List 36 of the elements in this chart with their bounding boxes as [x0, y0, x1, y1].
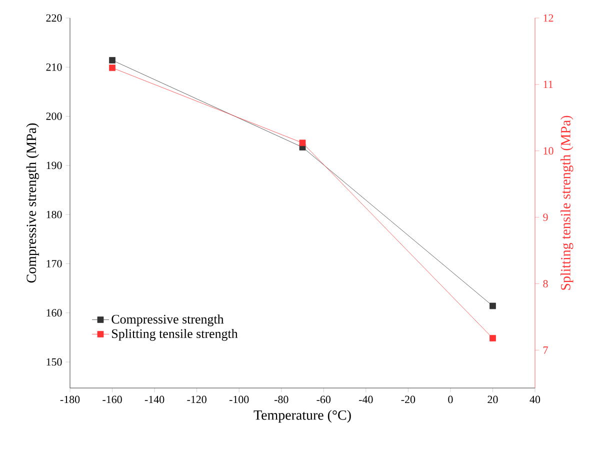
- y2-tick-label: 10: [544, 147, 554, 155]
- y2-tick-label: 7: [543, 346, 548, 354]
- y-tick-label: 160: [46, 309, 62, 317]
- x-tick-label: 20: [488, 396, 498, 404]
- point: [299, 140, 306, 146]
- point: [490, 302, 496, 310]
- y2-tick-label: 12: [544, 14, 554, 22]
- x-tick-label: -80: [274, 396, 288, 404]
- legend-label: Splitting tensile strength: [112, 328, 238, 341]
- y-tick-label: 220: [46, 14, 62, 22]
- x-tick-label: -100: [229, 396, 249, 404]
- x-tick-label: 0: [448, 396, 453, 404]
- x-tick-label: -180: [60, 396, 80, 404]
- x-tick-label: -20: [401, 396, 416, 404]
- x-axis-title: Temperature (°C): [254, 410, 351, 423]
- y-tick-label: 180: [46, 210, 62, 218]
- x-tick-label: -160: [102, 396, 122, 404]
- y-tick-label: 210: [46, 63, 62, 71]
- y-tick-label: 170: [46, 260, 62, 268]
- y2-tick-label: 11: [544, 80, 553, 88]
- legend-label: Compressive strength: [112, 314, 224, 326]
- x-tick-label: -40: [359, 396, 373, 404]
- x-tick-label: -140: [144, 396, 164, 404]
- y-tick-label: 190: [46, 162, 62, 170]
- x-tick-label: -60: [316, 396, 331, 404]
- y-axis-title: Compressive strength (MPa): [26, 123, 39, 283]
- point: [490, 334, 496, 342]
- y-tick-label: 200: [46, 112, 62, 120]
- x-tick-label: 40: [530, 396, 540, 404]
- y2-tick-label: 9: [543, 214, 548, 221]
- x-tick-label: -120: [187, 396, 206, 404]
- y-tick-label: 150: [46, 358, 62, 366]
- y2-axis-title: Splitting tensile strength (MPa): [560, 116, 574, 290]
- y2-tick-label: 8: [543, 280, 548, 288]
- point: [109, 64, 116, 72]
- point: [109, 57, 116, 64]
